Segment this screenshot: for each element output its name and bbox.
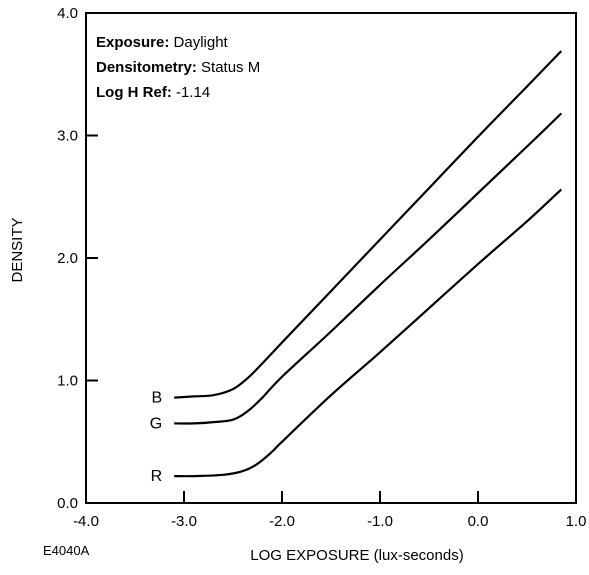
y-tick-label: 2.0 [57, 250, 78, 267]
y-tick-label: 4.0 [57, 5, 78, 22]
curve-label-r: R [151, 468, 163, 485]
curves [174, 50, 563, 478]
annotation-exposure-label: Exposure: [96, 34, 169, 51]
curve-labels: BG R [150, 390, 162, 485]
x-tick-label: 1.0 [566, 513, 587, 530]
annotation-densitometry-value: Status M [201, 59, 260, 76]
curve-g [174, 112, 563, 425]
x-tick-label: -2.0 [269, 513, 295, 530]
x-tick-labels: -4.0 -3.0 -2.0 -1.0 0.0 1.0 [73, 513, 586, 530]
annotation-exposure-value: Daylight [174, 34, 229, 51]
y-axis-title: DENSITY [9, 217, 26, 282]
y-tick-label: 1.0 [57, 373, 78, 390]
annotation-densitometry: Densitometry: Status M [96, 59, 260, 76]
curve-r [174, 188, 563, 478]
y-tick-labels: 0.0 1.0 2.0 3.0 4.0 [57, 5, 78, 512]
x-tick-label: -3.0 [171, 513, 197, 530]
y-tick-label: 0.0 [57, 495, 78, 512]
x-tick-label: 0.0 [468, 513, 489, 530]
curve-label-g: G [150, 415, 162, 432]
curve-b [174, 50, 563, 399]
annotation-exposure: Exposure: Daylight [96, 34, 229, 51]
annotation-log-h-ref: Log H Ref: -1.14 [96, 84, 210, 101]
annotation-log-h-ref-label: Log H Ref: [96, 84, 172, 101]
figure-code: E4040A [43, 543, 90, 558]
annotation-densitometry-label: Densitometry: [96, 59, 197, 76]
y-tick-label: 3.0 [57, 128, 78, 145]
curve-label-b: B [152, 390, 163, 407]
x-tick-label: -1.0 [367, 513, 393, 530]
annotation-log-h-ref-value: -1.14 [176, 84, 210, 101]
axis-ticks [86, 134, 479, 503]
x-tick-label: -4.0 [73, 513, 99, 530]
x-axis-title: LOG EXPOSURE (lux-seconds) [250, 547, 463, 564]
